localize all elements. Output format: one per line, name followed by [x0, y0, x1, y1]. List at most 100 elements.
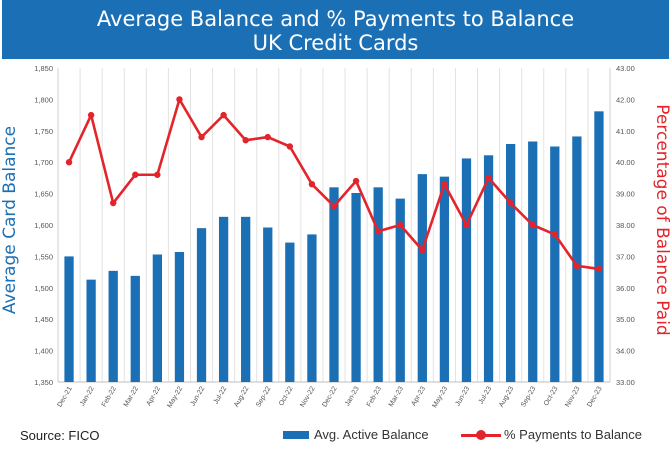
x-tick-label: Feb-23	[366, 385, 383, 408]
right-tick-label: 42.00	[616, 95, 635, 104]
bar	[483, 155, 494, 382]
line-point	[242, 137, 249, 144]
x-tick-label: Oct-23	[543, 385, 560, 407]
line-point	[419, 246, 426, 254]
legend-label-balance: Avg. Active Balance	[314, 427, 429, 442]
bar	[196, 228, 207, 382]
right-tick-label: 37.00	[616, 252, 635, 261]
line-point	[463, 221, 470, 229]
bar	[263, 227, 273, 382]
bar	[395, 198, 405, 382]
line-point	[551, 231, 558, 238]
x-tick-label: Mar-23	[388, 385, 405, 408]
bar	[307, 234, 317, 382]
x-tick-label: Jun-22	[189, 385, 206, 407]
right-tick-label: 41.00	[616, 127, 635, 136]
chart-subtitle: UK Credit Cards	[252, 31, 419, 55]
title-band: Average Balance and % Payments to Balanc…	[2, 0, 669, 59]
x-tick-label: Apr-22	[146, 385, 163, 407]
x-tick-label: Aug-23	[498, 385, 515, 408]
left-tick-label: 1,650	[34, 190, 53, 199]
bar	[351, 192, 361, 382]
line-point	[110, 199, 117, 207]
bar	[550, 146, 560, 382]
line-point	[87, 111, 95, 119]
bar	[285, 242, 295, 382]
right-tick-label: 38.00	[616, 221, 635, 230]
line-point	[132, 171, 139, 178]
bar	[417, 174, 427, 382]
line-point	[374, 228, 382, 235]
x-tick-label: Jun-23	[454, 385, 471, 407]
bar	[174, 252, 185, 382]
line-point	[529, 221, 536, 229]
left-tick-label: 1,550	[34, 252, 53, 261]
bar	[528, 141, 538, 382]
x-tick-label: Dec-21	[56, 385, 73, 408]
bar	[218, 216, 229, 382]
x-tick-label: Jan-23	[344, 385, 361, 407]
chart-title: Average Balance and % Payments to Balanc…	[96, 7, 575, 31]
bar	[108, 270, 118, 382]
left-tick-label: 1,600	[34, 221, 53, 230]
left-tick-label: 1,400	[34, 347, 53, 356]
bar	[439, 176, 450, 382]
left-tick-label: 1,500	[34, 284, 53, 293]
right-tick-label: 43.00	[616, 64, 635, 73]
line-point	[595, 265, 603, 273]
line-point	[308, 180, 316, 188]
x-tick-label: Jan-22	[79, 385, 96, 407]
legend-bar-swatch	[283, 430, 309, 439]
x-tick-label: May-22	[166, 385, 184, 409]
legend-line-swatch	[461, 429, 501, 441]
bar	[329, 187, 339, 382]
x-tick-label: Sep-22	[255, 385, 272, 408]
line-point	[573, 262, 581, 270]
line-point	[397, 221, 404, 229]
bar	[594, 111, 604, 382]
x-tick-label: Jul-23	[478, 385, 494, 405]
bar	[64, 256, 74, 382]
x-tick-label: Aug-22	[233, 385, 250, 408]
line-point	[441, 180, 448, 188]
left-tick-label: 1,700	[34, 158, 53, 167]
line-point	[507, 199, 514, 207]
right-tick-label: 35.00	[616, 315, 635, 324]
right-tick-label: 40.00	[616, 158, 635, 167]
x-tick-label: Sep-23	[520, 385, 537, 408]
left-tick-label: 1,350	[34, 378, 53, 387]
legend-item-payments: % Payments to Balance	[461, 427, 642, 442]
right-tick-label: 39.00	[616, 190, 635, 199]
legend-item-balance: Avg. Active Balance	[283, 427, 429, 442]
x-tick-label: Mar-22	[123, 385, 140, 408]
bar	[506, 143, 516, 382]
line-point	[176, 96, 183, 103]
left-tick-label: 1,750	[34, 127, 53, 136]
right-tick-label: 33.00	[616, 378, 635, 387]
x-tick-label: Apr-23	[410, 385, 427, 407]
line-point	[330, 202, 338, 210]
bar	[373, 187, 383, 382]
bar	[572, 136, 582, 382]
right-tick-label: 34.00	[616, 347, 635, 356]
legend-label-payments: % Payments to Balance	[504, 427, 643, 442]
x-tick-label: Jul-22	[213, 385, 229, 405]
line-point	[65, 159, 73, 166]
line-point	[352, 177, 360, 185]
right-tick-label: 36.00	[616, 284, 635, 293]
source-note: Source: FICO	[20, 428, 100, 443]
line-point	[485, 174, 492, 182]
left-tick-label: 1,800	[34, 95, 53, 104]
x-tick-label: Oct-22	[278, 385, 295, 407]
line-point	[154, 171, 161, 178]
line-point	[264, 133, 271, 141]
x-tick-label: Dec-22	[321, 385, 338, 408]
bar	[152, 254, 162, 382]
x-tick-label: May-23	[431, 385, 449, 409]
line-point	[220, 111, 227, 119]
bar	[86, 279, 96, 382]
x-tick-label: Nov-22	[299, 385, 316, 408]
line-point	[198, 133, 205, 141]
x-tick-label: Dec-23	[586, 385, 603, 408]
